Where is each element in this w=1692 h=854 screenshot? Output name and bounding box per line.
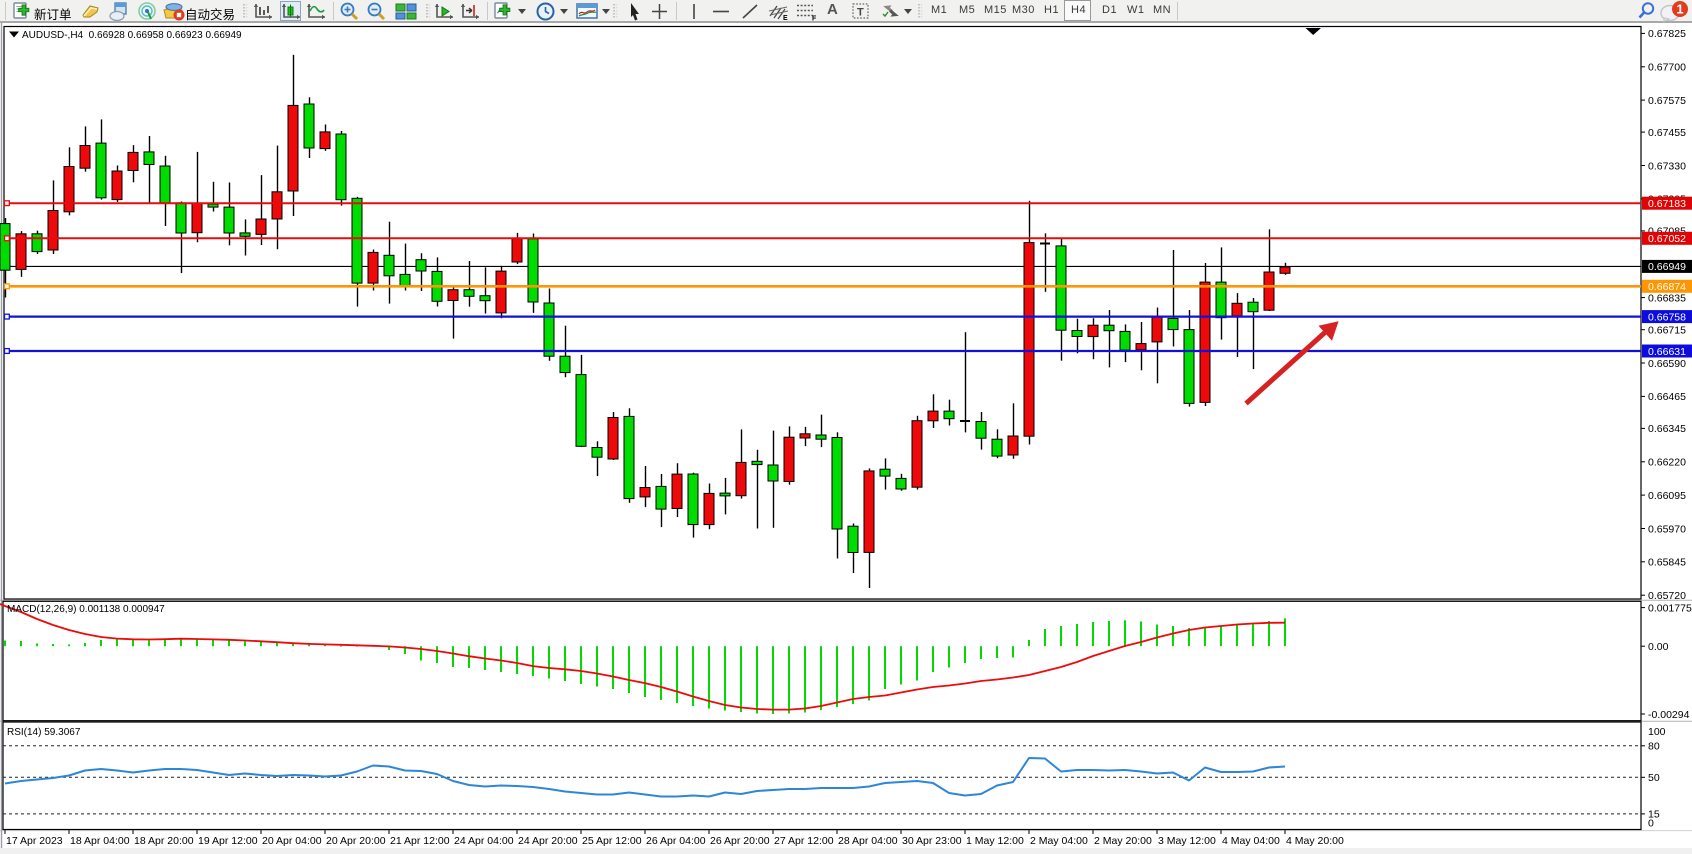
svg-text:4 May 04:00: 4 May 04:00 (1222, 835, 1280, 847)
svg-text:100: 100 (1648, 726, 1666, 738)
svg-text:0.65845: 0.65845 (1648, 557, 1686, 569)
svg-text:26 Apr 04:00: 26 Apr 04:00 (646, 835, 706, 847)
svg-text:RSI(14) 59.3067: RSI(14) 59.3067 (7, 727, 81, 738)
svg-text:4 May 20:00: 4 May 20:00 (1286, 835, 1344, 847)
svg-text:0.66874: 0.66874 (1648, 281, 1686, 293)
svg-text:0.66095: 0.66095 (1648, 490, 1686, 502)
svg-text:19 Apr 12:00: 19 Apr 12:00 (198, 835, 258, 847)
svg-text:0.66631: 0.66631 (1648, 346, 1686, 358)
svg-text:0.66835: 0.66835 (1648, 292, 1686, 304)
svg-text:0.67183: 0.67183 (1648, 198, 1686, 210)
svg-text:0.66590: 0.66590 (1648, 358, 1686, 370)
svg-text:0: 0 (1648, 817, 1654, 829)
svg-text:20 Apr 04:00: 20 Apr 04:00 (262, 835, 322, 847)
svg-text:-0.00294: -0.00294 (1648, 709, 1690, 721)
svg-text:25 Apr 12:00: 25 Apr 12:00 (582, 835, 642, 847)
svg-text:2 May 04:00: 2 May 04:00 (1030, 835, 1088, 847)
svg-text:AUDUSD-,H4 0.66928 0.66958 0.: AUDUSD-,H4 0.66928 0.66958 0.66923 0.669… (22, 30, 242, 41)
svg-text:F: F (812, 16, 817, 22)
svg-text:2 May 20:00: 2 May 20:00 (1094, 835, 1152, 847)
svg-text:21 Apr 12:00: 21 Apr 12:00 (390, 835, 450, 847)
svg-text:E: E (783, 15, 788, 21)
svg-text:50: 50 (1648, 772, 1660, 784)
svg-text:0.67700: 0.67700 (1648, 62, 1686, 74)
svg-text:18 Apr 20:00: 18 Apr 20:00 (134, 835, 194, 847)
svg-text:0.65970: 0.65970 (1648, 523, 1686, 535)
svg-text:0.67825: 0.67825 (1648, 28, 1686, 40)
svg-text:3 May 12:00: 3 May 12:00 (1158, 835, 1216, 847)
svg-text:1: 1 (1676, 2, 1683, 17)
svg-text:24 Apr 20:00: 24 Apr 20:00 (518, 835, 578, 847)
svg-text:0.66715: 0.66715 (1648, 325, 1686, 337)
svg-text:0.67052: 0.67052 (1648, 233, 1686, 245)
svg-text:80: 80 (1648, 741, 1660, 753)
svg-text:20 Apr 20:00: 20 Apr 20:00 (326, 835, 386, 847)
svg-text:0.66465: 0.66465 (1648, 391, 1686, 403)
svg-text:MACD(12,26,9) 0.001138 0.00094: MACD(12,26,9) 0.001138 0.000947 (7, 604, 165, 615)
svg-text:18 Apr 04:00: 18 Apr 04:00 (70, 835, 130, 847)
svg-text:0.65720: 0.65720 (1648, 590, 1686, 602)
svg-text:0.67575: 0.67575 (1648, 95, 1686, 107)
svg-text:28 Apr 04:00: 28 Apr 04:00 (838, 835, 898, 847)
svg-text:0.66949: 0.66949 (1648, 261, 1686, 273)
svg-text:0.66220: 0.66220 (1648, 457, 1686, 469)
svg-text:0.67455: 0.67455 (1648, 127, 1686, 139)
svg-text:30 Apr 23:00: 30 Apr 23:00 (902, 835, 962, 847)
svg-text:24 Apr 04:00: 24 Apr 04:00 (454, 835, 514, 847)
svg-text:1 May 12:00: 1 May 12:00 (966, 835, 1024, 847)
svg-text:17 Apr 2023: 17 Apr 2023 (6, 835, 63, 847)
svg-text:0.66758: 0.66758 (1648, 311, 1686, 323)
svg-text:26 Apr 20:00: 26 Apr 20:00 (710, 835, 770, 847)
svg-text:15: 15 (1648, 809, 1660, 821)
svg-text:T: T (857, 7, 864, 19)
svg-text:0.67330: 0.67330 (1648, 160, 1686, 172)
svg-text:27 Apr 12:00: 27 Apr 12:00 (774, 835, 834, 847)
svg-text:0.001775: 0.001775 (1648, 602, 1692, 614)
svg-text:0.00: 0.00 (1648, 641, 1669, 653)
svg-text:0.66345: 0.66345 (1648, 423, 1686, 435)
